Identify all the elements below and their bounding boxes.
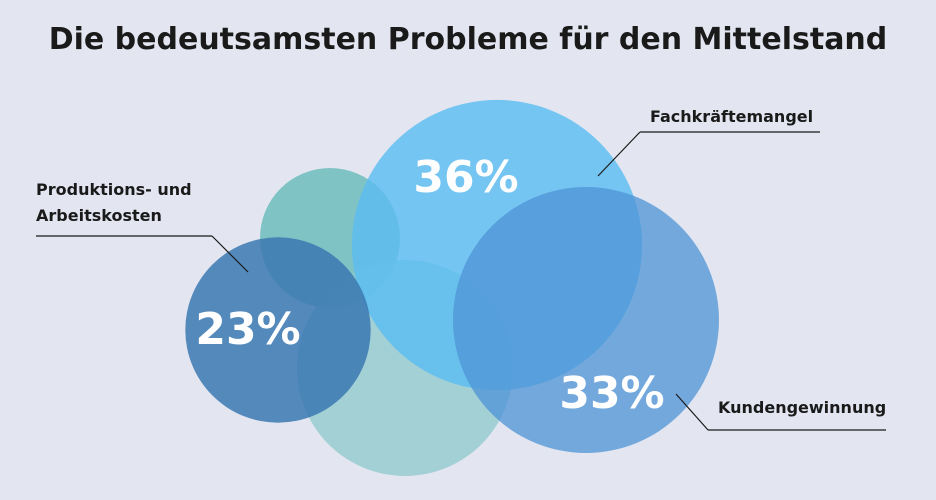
value-label: 36% [413,152,518,203]
chart-title: Die bedeutsamsten Probleme für den Mitte… [48,22,888,57]
leader-line [675,393,709,431]
category-label: Fachkräftemangel [650,107,814,126]
value-label: 33% [559,368,664,419]
category-label: Kundengewinnung [718,398,887,417]
leader-line [211,235,249,273]
bubble [453,187,719,453]
leader-line [597,131,641,177]
category-label: Produktions- und Arbeitskosten [36,180,192,225]
value-label: 23% [195,304,300,355]
bubble [185,237,371,423]
